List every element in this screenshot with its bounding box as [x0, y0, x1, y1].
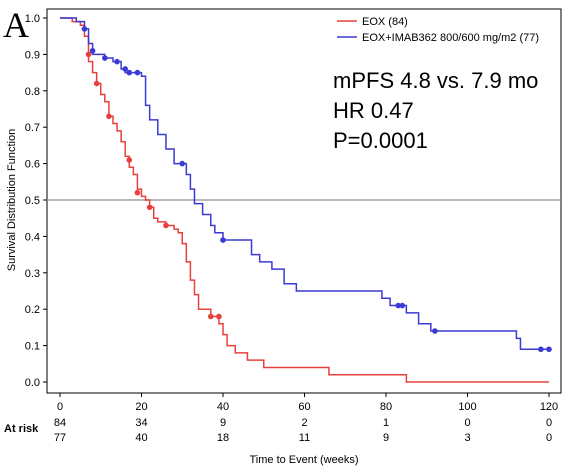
censor-mark	[399, 302, 406, 309]
x-tick-label: 40	[217, 401, 229, 413]
y-tick-label: 0.8	[25, 86, 40, 98]
censor-mark	[102, 55, 108, 61]
at-risk-count: 84	[54, 417, 66, 429]
annotation-hr: HR 0.47	[333, 98, 414, 123]
x-tick-label: 80	[380, 401, 392, 413]
x-tick-label: 0	[57, 401, 63, 413]
at-risk-count: 9	[220, 417, 226, 429]
censor-mark	[163, 222, 169, 229]
y-tick-label: 0.2	[25, 304, 40, 316]
censor-mark	[89, 47, 96, 54]
x-tick-label: 120	[540, 401, 558, 413]
at-risk-count: 2	[301, 417, 307, 429]
at-risk-count: 1	[383, 417, 389, 429]
censor-mark	[126, 69, 133, 76]
censor-mark	[134, 69, 141, 76]
y-tick-label: 0.1	[25, 341, 40, 353]
legend: EOX (84) EOX+IMAB362 800/600 mg/m2 (77)	[337, 16, 539, 44]
y-tick-label: 0.6	[25, 159, 40, 171]
x-axis-label: Time to Event (weeks)	[249, 454, 358, 466]
censor-mark	[179, 160, 186, 167]
at-risk-row-eox-imab362: 77 40 18 11 9 3 0	[54, 432, 552, 444]
censor-mark	[220, 237, 226, 243]
y-tick-label: 0.9	[25, 49, 40, 61]
censor-mark	[546, 346, 552, 353]
censor-mark	[538, 346, 544, 353]
annotation-p-value: P=0.0001	[333, 128, 428, 153]
censor-mark	[207, 313, 214, 320]
at-risk-row-eox: 84 34 9 2 1 0 0	[54, 417, 552, 429]
y-tick-label: 1.0	[25, 13, 40, 25]
y-tick-label: 0.5	[25, 195, 40, 207]
series-layer	[60, 17, 552, 383]
censor-mark	[93, 80, 100, 87]
y-axis-ticks: 0.0 0.1 0.2 0.3 0.4 0.5 0.6 0.7 0.8 0.9 1.0	[25, 13, 47, 389]
censor-mark	[114, 58, 120, 65]
at-risk-count: 34	[135, 417, 147, 429]
censor-mark	[106, 113, 112, 120]
at-risk-label: At risk	[4, 423, 39, 435]
y-tick-label: 0.4	[25, 231, 40, 243]
legend-label-eox: EOX (84)	[362, 16, 408, 28]
censor-mark	[126, 157, 133, 163]
at-risk-count: 9	[383, 432, 389, 444]
censor-mark	[134, 189, 141, 196]
at-risk-count: 0	[546, 432, 552, 444]
censor-mark	[146, 204, 153, 211]
x-tick-label: 60	[298, 401, 310, 413]
at-risk-count: 0	[464, 417, 470, 429]
censor-mark	[81, 26, 88, 32]
censor-mark	[216, 313, 222, 320]
censor-mark	[122, 66, 128, 72]
at-risk-count: 18	[217, 432, 229, 444]
panel-label: A	[3, 5, 29, 45]
at-risk-count: 11	[299, 432, 310, 444]
y-tick-label: 0.3	[25, 268, 40, 280]
y-tick-label: 0.7	[25, 122, 40, 134]
legend-label-eox-imab362: EOX+IMAB362 800/600 mg/m2 (77)	[362, 32, 539, 44]
censor-mark	[432, 328, 438, 334]
at-risk-count: 3	[464, 432, 470, 444]
y-tick-label: 0.0	[25, 377, 40, 389]
series-line-1	[60, 17, 549, 350]
at-risk-count: 0	[546, 417, 552, 429]
censor-mark	[85, 51, 92, 58]
at-risk-count: 77	[54, 432, 66, 444]
x-tick-label: 100	[458, 401, 476, 413]
x-tick-label: 20	[135, 401, 147, 413]
x-axis-ticks: 0 20 40 60 80 100 120	[57, 393, 558, 413]
at-risk-count: 40	[135, 432, 147, 444]
annotation-mpfs: mPFS 4.8 vs. 7.9 mo	[333, 68, 538, 93]
y-axis-label: Survival Distribution Function	[6, 129, 18, 271]
